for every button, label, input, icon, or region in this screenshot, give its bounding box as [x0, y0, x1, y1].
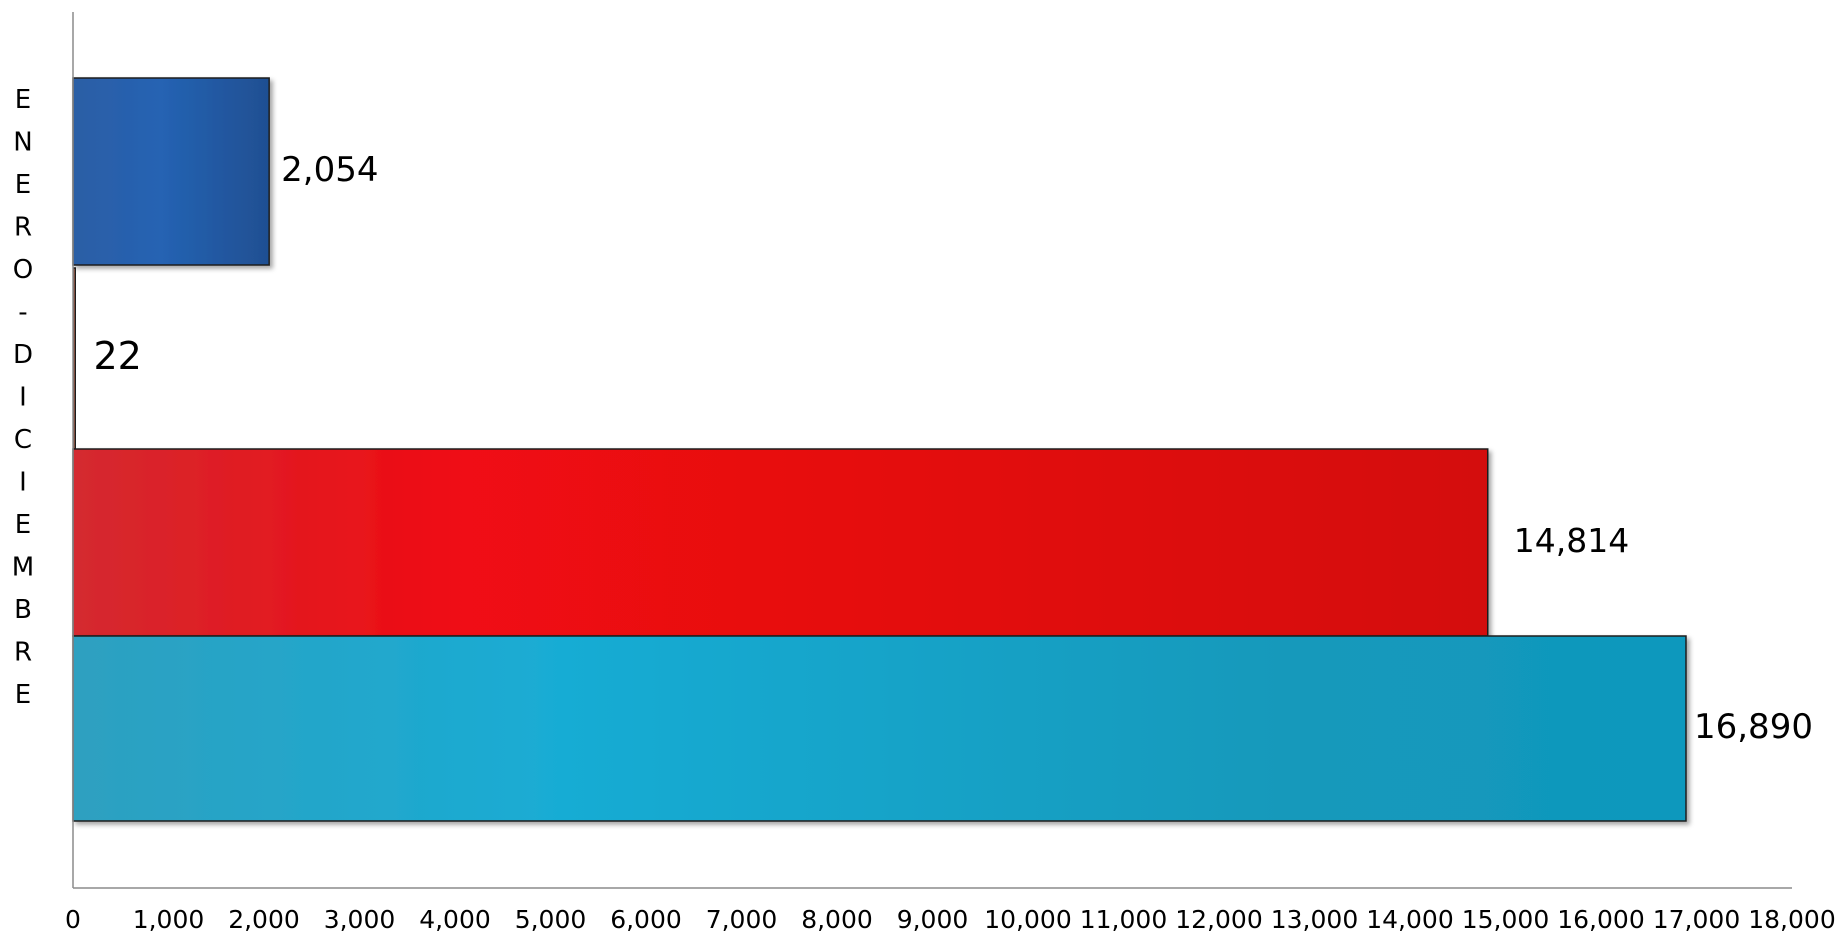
x-tick-label: 11,000 — [1080, 905, 1167, 934]
x-tick-label: 9,000 — [897, 905, 969, 934]
bar-4 — [72, 635, 1687, 822]
x-tick-label: 17,000 — [1653, 905, 1740, 934]
x-tick-label: 3,000 — [324, 905, 396, 934]
x-tick-label: 12,000 — [1175, 905, 1262, 934]
x-tick-label: 1,000 — [133, 905, 205, 934]
data-label-1: 2,054 — [281, 150, 378, 190]
category-label-char: E — [15, 510, 31, 540]
category-label-char: R — [14, 213, 32, 243]
category-label-char: I — [19, 383, 27, 413]
x-tick-label: 13,000 — [1271, 905, 1358, 934]
x-tick-label: 15,000 — [1462, 905, 1549, 934]
x-tick-label: 14,000 — [1366, 905, 1453, 934]
category-label-char: M — [12, 553, 34, 583]
x-tick-label: 16,000 — [1557, 905, 1644, 934]
category-label-char: O — [13, 255, 33, 285]
bar-3 — [72, 448, 1489, 637]
category-label-char: B — [14, 595, 32, 625]
category-label-char: E — [15, 85, 31, 115]
category-label-char: C — [14, 425, 32, 455]
category-label-char: I — [19, 468, 27, 498]
x-tick-label: 10,000 — [984, 905, 1071, 934]
x-tick-label: 7,000 — [706, 905, 778, 934]
data-label-3: 14,814 — [1514, 521, 1629, 560]
category-label-char: E — [15, 680, 31, 710]
category-label-char: N — [13, 128, 32, 158]
x-axis-tick-labels: 0 1,000 2,000 3,000 4,000 5,000 6,000 7,000 8,00… — [65, 905, 1836, 934]
data-label-4: 16,890 — [1694, 707, 1813, 747]
bars-group — [72, 77, 1687, 822]
bar-1 — [72, 77, 270, 266]
data-label-2: 22 — [94, 334, 142, 378]
category-label-char: D — [13, 340, 33, 370]
x-tick-label: 8,000 — [801, 905, 873, 934]
x-tick-label: 2,000 — [228, 905, 300, 934]
x-tick-label: 18,000 — [1748, 905, 1835, 934]
category-label-char: E — [15, 170, 31, 200]
x-tick-label: 6,000 — [610, 905, 682, 934]
x-tick-label: 5,000 — [515, 905, 587, 934]
x-tick-label: 4,000 — [419, 905, 491, 934]
x-tick-label: 0 — [65, 905, 81, 934]
category-label-char: - — [18, 298, 27, 328]
category-label-char: R — [14, 638, 32, 668]
data-labels-group: 2,054 22 14,814 16,890 — [94, 150, 1813, 747]
